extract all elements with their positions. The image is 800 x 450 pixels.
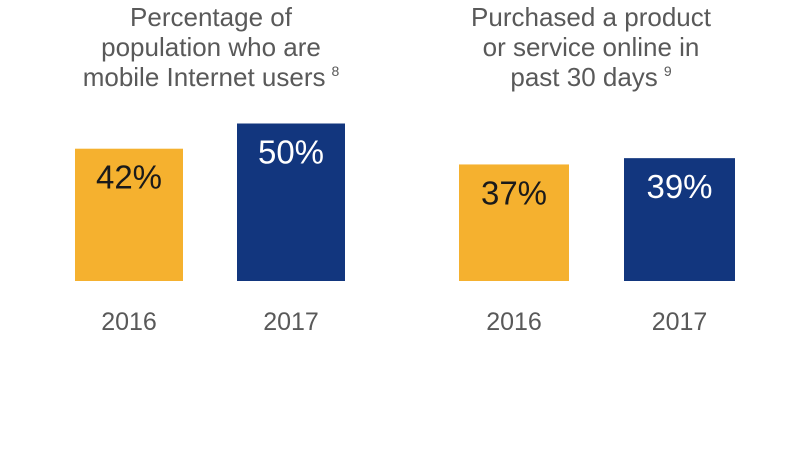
bar-2016 [75,148,183,281]
chart-title: Percentage of population who are mobile In… [83,2,340,92]
chart-title-line: past 30 days [510,62,657,92]
x-tick-label: 2016 [486,308,542,336]
x-tick-label: 2017 [652,308,708,336]
x-tick-label: 2016 [101,308,157,336]
chart-title-line: Percentage of [130,2,293,32]
chart-mobile-internet-users: Percentage of population who are mobile In… [75,2,345,336]
chart-title: Purchased a product or service online in p… [471,2,712,92]
title-footnote-marker: 8 [332,63,340,79]
bar-value-label: 50% [258,134,324,171]
chart-title-line: or service online in [483,32,700,62]
bar-2017 [237,123,345,281]
bar-value-label: 39% [646,168,712,205]
bar-2017 [624,158,735,281]
bar-value-label: 42% [96,159,162,196]
chart-online-purchases: Purchased a product or service online in p… [459,2,735,336]
chart-title-line: population who are [101,32,321,62]
chart-title-line: Purchased a product [471,2,712,32]
title-footnote-marker: 9 [664,63,672,79]
bar-2016 [459,164,569,281]
x-tick-label: 2017 [263,308,319,336]
bar-value-label: 37% [481,174,547,211]
chart-title-line: mobile Internet users [83,62,326,92]
